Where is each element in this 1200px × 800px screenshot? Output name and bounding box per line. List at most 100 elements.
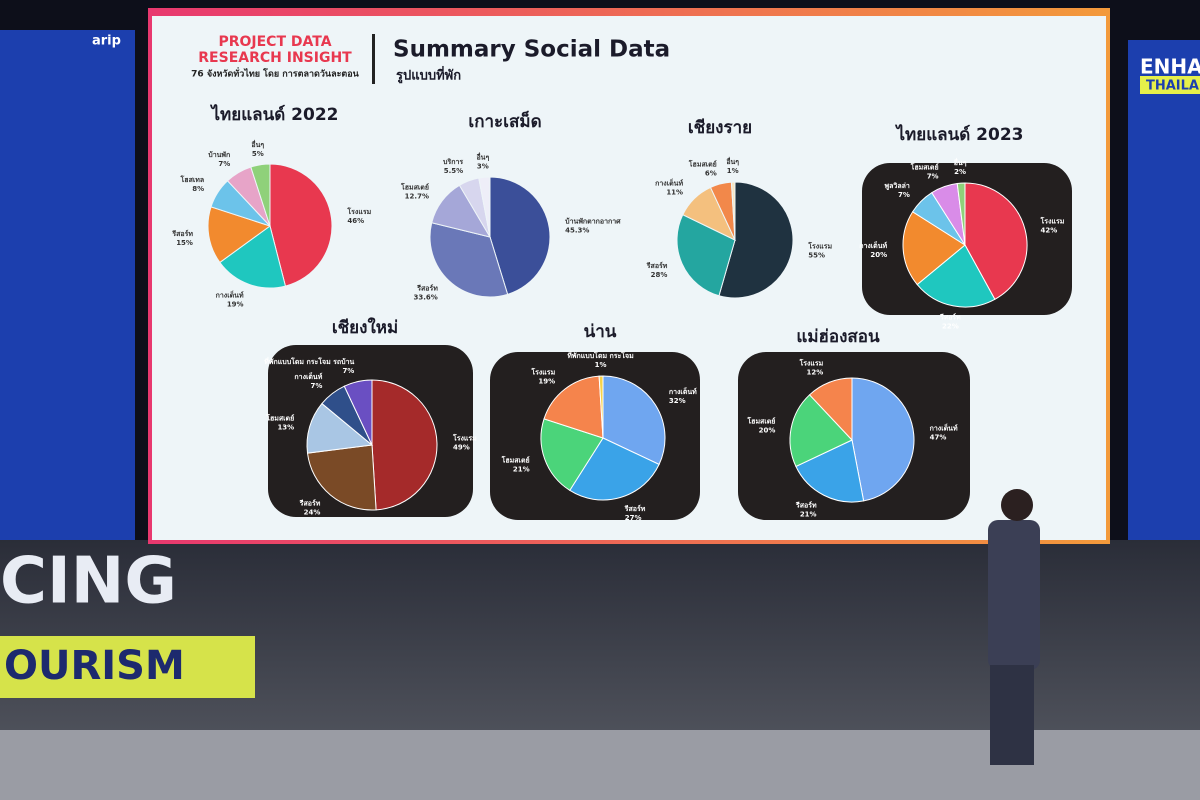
slice-label: อื่นๆ [726, 156, 739, 166]
slice-label: โรงแรม [798, 358, 823, 367]
slice-label: กางเต็นท์ [655, 178, 683, 187]
slice-label: ที่พักแบบโดม กระโจม [567, 350, 634, 360]
slice-label: บ้านพัก [208, 150, 230, 159]
brand-sub: 76 จังหวัดทั่วไทย โดย การตลาดวันละตอน [191, 67, 359, 80]
slice-label: กางเต็นท์ [930, 424, 958, 433]
sign-text: THAILA [1146, 79, 1199, 94]
page-subtitle: รูปแบบที่พัก [396, 66, 461, 84]
pie-slice [306, 444, 377, 511]
slice-value: 20% [870, 251, 887, 259]
slice-label: โฮมสเตย์ [746, 416, 775, 425]
slice-value: 19% [538, 377, 555, 385]
slice-value: 2% [954, 168, 966, 176]
slice-label: กางเต็นท์ [859, 241, 887, 250]
pie-slice [250, 163, 271, 227]
slice-value: 45.3% [565, 227, 589, 235]
slice-label: รีสอร์ท [299, 498, 321, 507]
slice-value: 28% [651, 271, 668, 279]
slice-value: 5.5% [444, 167, 463, 175]
slice-label: โฮมสเตย์ [910, 163, 939, 172]
slice-label: กางเต็นท์ [669, 387, 697, 396]
slice-label: โรงแรม [807, 241, 832, 250]
page-title: Summary Social Data [393, 37, 670, 63]
slice-value: 12% [807, 368, 824, 376]
sign-text: CING [0, 545, 177, 619]
slice-value: 27% [625, 514, 642, 522]
sign-text: OURISM [4, 643, 185, 689]
slice-label: โรงแรม [346, 207, 371, 216]
pie-slice [269, 163, 333, 287]
slice-value: 55% [808, 251, 825, 259]
pie-slice [489, 176, 551, 295]
slice-label: โฮมสเตย์ [400, 183, 429, 192]
pie-slice [730, 181, 736, 241]
pie-slice [795, 439, 865, 503]
sign-band [1140, 76, 1200, 94]
sign-text: ENHA [1140, 55, 1200, 79]
slice-value: 42% [1041, 227, 1058, 235]
pie-slice [851, 377, 915, 502]
presenter-head [1001, 489, 1033, 521]
side-screen [0, 30, 135, 540]
slice-value: 3% [477, 162, 489, 170]
chart-title: น่าน [584, 322, 617, 342]
slice-value: 32% [669, 397, 686, 405]
slice-label: รีสอร์ท [646, 261, 668, 270]
slice-value: 7% [898, 191, 910, 199]
slice-value: 47% [930, 434, 947, 442]
slice-value: 33.6% [414, 293, 438, 301]
slice-label: บริการ [443, 158, 463, 166]
pie-slice [718, 181, 794, 299]
slice-value: 46% [347, 217, 364, 225]
slice-value: 15% [176, 239, 193, 247]
pie-slice [543, 375, 604, 439]
slice-label: รีสอร์ท [171, 229, 193, 238]
slice-value: 49% [453, 443, 470, 451]
brand: PROJECT DATA [218, 34, 331, 50]
slice-value: 7% [310, 382, 322, 390]
chart-title: เกาะเสม็ด [468, 109, 541, 132]
pie-slice [569, 437, 660, 501]
slice-value: 13% [277, 423, 294, 431]
slice-value: 19% [227, 300, 244, 308]
pie-slice [371, 379, 438, 511]
slice-label: อื่นๆ [251, 139, 264, 149]
pie-slice [808, 377, 853, 442]
slice-value: 8% [192, 185, 204, 193]
chart-title: เชียงราย [688, 117, 752, 138]
slice-label: กางเต็นท์ [216, 290, 244, 299]
slice-value: 1% [595, 361, 607, 369]
slice-value: 24% [304, 508, 321, 516]
slice-label: อื่นๆ [954, 157, 967, 167]
pie-slice [540, 418, 604, 492]
pie-slice [902, 211, 966, 286]
slice-value: 7% [218, 160, 230, 168]
slice-label: โฮมสเตย์ [501, 455, 530, 464]
charts: ไทยแลนด์ 2022โรงแรม46%กางเต็นท์19%รีสอร์… [171, 104, 1072, 522]
slice-label: รีสอร์ท [624, 504, 646, 513]
slice-value: 21% [800, 510, 817, 518]
slice-value: 6% [705, 169, 717, 177]
slice-value: 21% [513, 465, 530, 473]
slice-label: โรงแรม [530, 367, 555, 376]
slice-value: 5% [252, 150, 264, 158]
presenter [988, 520, 1040, 670]
chart-title: ไทยแลนด์ 2023 [895, 124, 1024, 145]
slice-value: 22% [942, 323, 959, 331]
sign-band [0, 636, 255, 698]
slice-label: พูลวิลล่า [884, 182, 909, 191]
chart-title: ไทยแลนด์ 2022 [210, 104, 339, 125]
pie-slice [478, 176, 491, 238]
pie-slice [676, 214, 736, 297]
slice-label: โรงแรม [1040, 217, 1065, 226]
divider [372, 34, 375, 84]
pie-slice [956, 182, 966, 246]
pie-slice [789, 394, 853, 468]
chart-title: เชียงใหม่ [332, 317, 398, 338]
pie-slice [964, 182, 1028, 301]
slice-value: 11% [666, 188, 683, 196]
pie-slice [219, 225, 287, 289]
slice-label: โฮมสเตย์ [688, 159, 717, 168]
slice-label: รีสอร์ท [795, 500, 817, 509]
